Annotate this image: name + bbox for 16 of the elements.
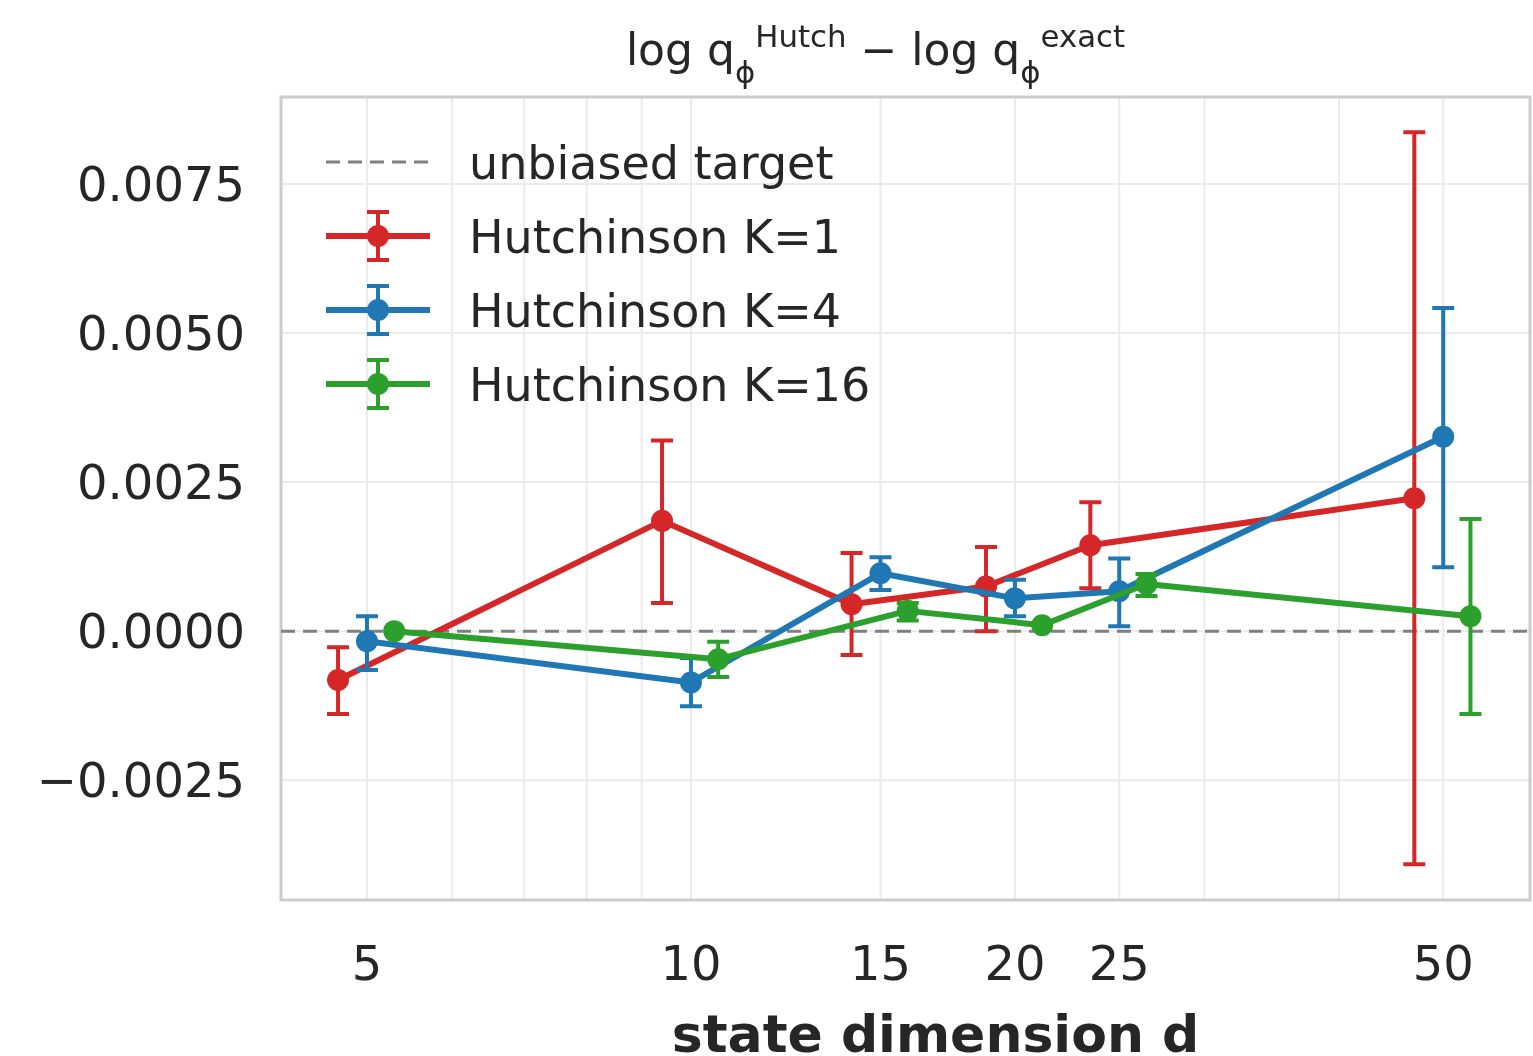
x-tick-label: 25 <box>1088 935 1150 991</box>
y-tick-label: −0.0025 <box>36 752 245 809</box>
legend-label: Hutchinson K=4 <box>469 284 842 338</box>
x-tick-label: 15 <box>849 935 912 991</box>
legend-label: Hutchinson K=1 <box>469 210 842 264</box>
x-tick-label: 50 <box>1412 935 1474 991</box>
x-tick-label: 10 <box>660 935 722 991</box>
x-axis-title: state dimension d <box>671 1004 1200 1056</box>
y-tick-label: 0.0075 <box>77 156 245 213</box>
legend-label: Hutchinson K=16 <box>469 358 871 412</box>
y-tick-label: 0.0050 <box>77 305 245 362</box>
y-tick-label: 0.0000 <box>77 603 245 660</box>
legend-label: unbiased target <box>469 136 834 190</box>
x-tick-label: 5 <box>351 935 383 991</box>
x-tick-label: 20 <box>984 935 1046 991</box>
y-tick-label: 0.0025 <box>77 454 245 511</box>
